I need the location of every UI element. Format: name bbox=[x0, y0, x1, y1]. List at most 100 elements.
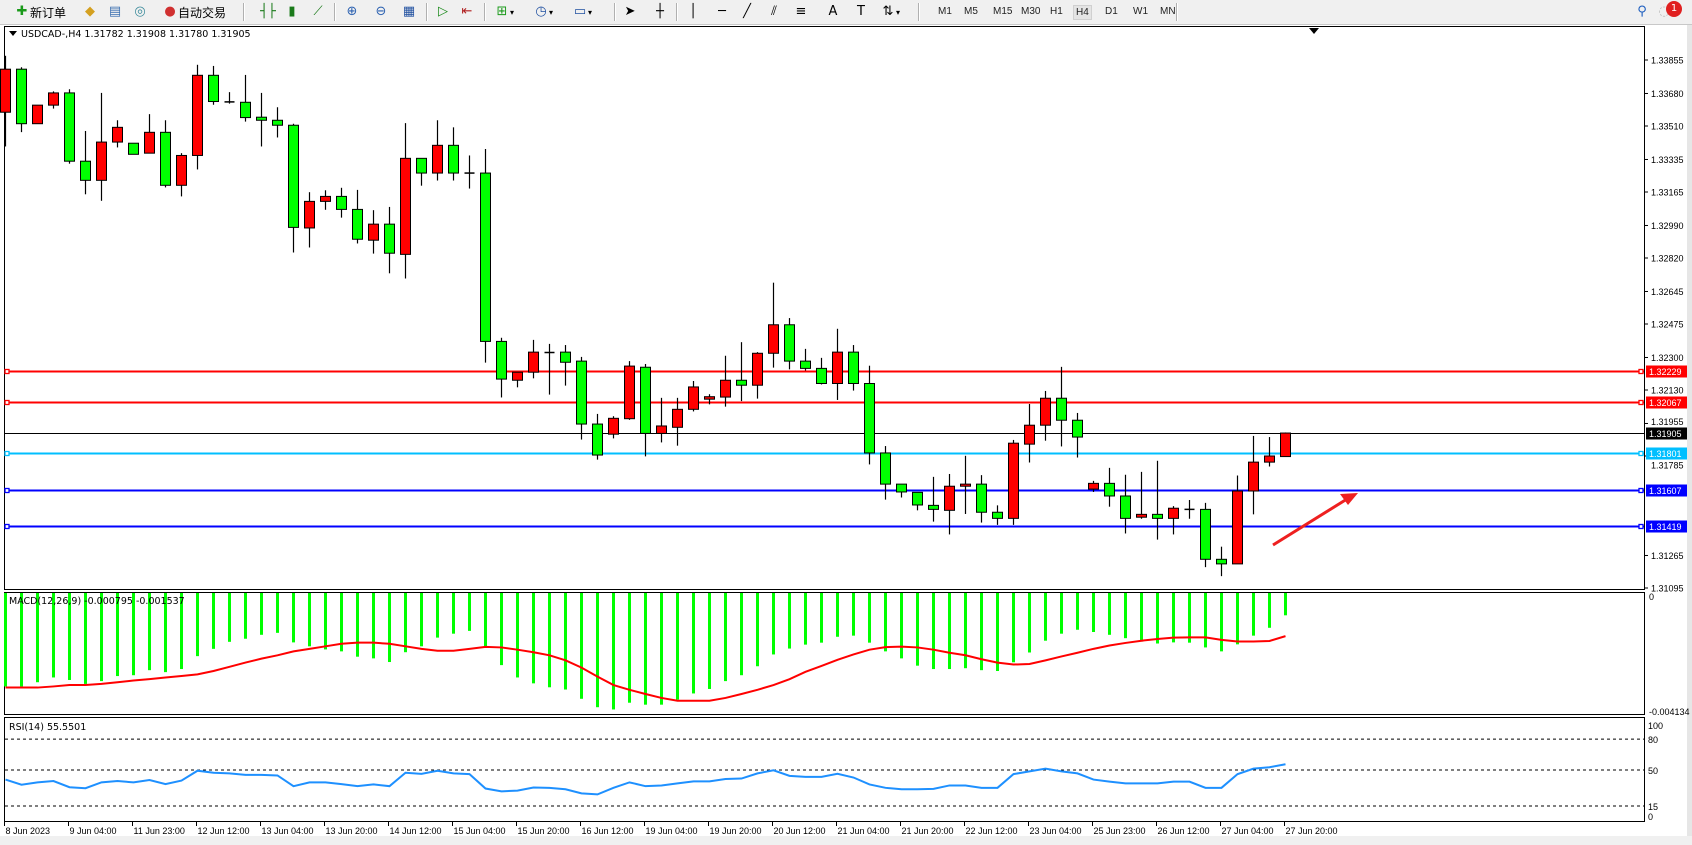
crosshair-button[interactable]: ┼ bbox=[652, 3, 668, 21]
market-watch-button[interactable]: ◆ bbox=[82, 3, 98, 21]
line-anchor-handle[interactable] bbox=[4, 523, 10, 530]
time-axis-label: 27 Jun 04:00 bbox=[1222, 826, 1274, 836]
time-axis-label: 21 Jun 20:00 bbox=[902, 826, 954, 836]
channel-button[interactable]: ⫽ bbox=[766, 3, 782, 21]
candle bbox=[1248, 435, 1259, 515]
candle bbox=[64, 89, 75, 164]
timeframe-mn[interactable]: MN bbox=[1160, 6, 1176, 17]
timeframe-h1[interactable]: H1 bbox=[1050, 6, 1063, 17]
line-anchor-handle[interactable] bbox=[1638, 399, 1644, 406]
line-chart-button[interactable]: ⟋ bbox=[310, 3, 326, 21]
macd-histogram-bar bbox=[692, 593, 695, 694]
candle bbox=[112, 120, 123, 148]
periods-button[interactable]: ◷ ▾ bbox=[533, 3, 553, 21]
line-anchor-handle[interactable] bbox=[4, 487, 10, 494]
dropdown-arrow-icon: ▾ bbox=[588, 7, 593, 17]
vertical-line-button[interactable]: │ bbox=[685, 3, 701, 21]
search-button[interactable]: ⚲ bbox=[1634, 3, 1650, 21]
timeframe-m1[interactable]: M1 bbox=[938, 6, 952, 17]
line-anchor-handle[interactable] bbox=[4, 399, 10, 406]
trendline-button[interactable]: ╱ bbox=[739, 3, 755, 21]
chart-shift-button[interactable]: ⇤ bbox=[459, 3, 475, 21]
candle-body bbox=[960, 483, 971, 487]
tile-windows-button[interactable]: ▦ bbox=[401, 3, 417, 21]
annotation-arrow[interactable] bbox=[1272, 493, 1358, 547]
candle bbox=[784, 318, 795, 370]
zoom-in-button[interactable]: ⊕ bbox=[344, 3, 360, 21]
macd-histogram-bar bbox=[148, 593, 151, 671]
candle-body bbox=[112, 126, 123, 143]
time-axis-label: 8 Jun 2023 bbox=[6, 826, 51, 836]
line-anchor-handle[interactable] bbox=[1638, 523, 1644, 530]
candle bbox=[496, 337, 507, 398]
candlestick-button[interactable]: ▮ bbox=[284, 3, 300, 21]
time-axis-label: 25 Jun 23:00 bbox=[1094, 826, 1146, 836]
candle-body bbox=[1216, 558, 1227, 565]
candle bbox=[480, 148, 491, 363]
chart-shift-marker[interactable] bbox=[1309, 28, 1319, 34]
price-axis-label: 1.31785 bbox=[1651, 461, 1684, 471]
cursor-button[interactable]: ➤ bbox=[622, 3, 638, 21]
notifications-button[interactable]: ◌ bbox=[1656, 3, 1672, 21]
navigator-button[interactable]: ▤ bbox=[107, 3, 123, 21]
line-anchor-handle[interactable] bbox=[1638, 368, 1644, 375]
zoom-out-button[interactable]: ⊖ bbox=[373, 3, 389, 21]
candle bbox=[288, 123, 299, 253]
indicators-button[interactable]: ⊞ ▾ bbox=[494, 3, 514, 21]
symbol-menu-triangle[interactable] bbox=[9, 31, 17, 36]
horizontal-line-button[interactable]: ─ bbox=[714, 3, 730, 21]
dropdown-arrow-icon: ▾ bbox=[896, 7, 901, 17]
auto-trading-button[interactable]: ● 自动交易 bbox=[162, 3, 226, 21]
macd-histogram-bar bbox=[708, 593, 711, 689]
line-anchor-handle[interactable] bbox=[4, 450, 10, 457]
macd-histogram-bar bbox=[1268, 593, 1271, 628]
line-anchor-handle[interactable] bbox=[4, 368, 10, 375]
candle-body bbox=[624, 365, 635, 420]
candle bbox=[48, 91, 59, 109]
templates-icon: ▭ bbox=[573, 4, 587, 19]
timeframe-d1[interactable]: D1 bbox=[1105, 6, 1118, 17]
candle-body bbox=[208, 74, 219, 103]
timeframe-m5[interactable]: M5 bbox=[964, 6, 978, 17]
timeframe-m30[interactable]: M30 bbox=[1021, 6, 1041, 17]
status-strip bbox=[0, 836, 1692, 845]
macd-histogram-bar bbox=[884, 593, 887, 652]
fibonacci-button[interactable]: ≡ bbox=[793, 3, 809, 21]
candle bbox=[992, 505, 1003, 525]
line-anchor-handle[interactable] bbox=[1638, 487, 1644, 494]
timeframe-w1[interactable]: W1 bbox=[1133, 6, 1148, 17]
macd-histogram-bar bbox=[484, 593, 487, 647]
candle bbox=[448, 127, 459, 181]
text-label-button[interactable]: T bbox=[853, 3, 869, 21]
line-anchor-handle[interactable] bbox=[1638, 450, 1644, 457]
macd-histogram-bar bbox=[964, 593, 967, 669]
fibonacci-icon: ≡ bbox=[795, 4, 807, 19]
new-order-button[interactable]: ✚ 新订单 bbox=[14, 3, 66, 21]
macd-histogram-bar bbox=[1012, 593, 1015, 663]
text-button[interactable]: A bbox=[825, 3, 841, 21]
price-axis-label: 1.32130 bbox=[1651, 386, 1684, 396]
macd-histogram-bar bbox=[1092, 593, 1095, 633]
time-axis-label: 27 Jun 20:00 bbox=[1286, 826, 1338, 836]
trendline-icon: ╱ bbox=[743, 4, 751, 19]
macd-histogram-bar bbox=[308, 593, 311, 647]
shapes-button[interactable]: ⇅ ▾ bbox=[880, 3, 900, 21]
templates-button[interactable]: ▭ ▾ bbox=[572, 3, 592, 21]
candle-body bbox=[352, 208, 363, 240]
candle-body bbox=[1232, 490, 1243, 565]
price-label-box bbox=[1646, 484, 1687, 497]
timeframe-m15[interactable]: M15 bbox=[993, 6, 1013, 17]
auto-scroll-button[interactable]: ▷ bbox=[435, 3, 451, 21]
macd-histogram-bar bbox=[420, 593, 423, 647]
macd-histogram-bar bbox=[324, 593, 327, 650]
macd-histogram-bar bbox=[1204, 593, 1207, 648]
bar-chart-button[interactable]: ┤├ bbox=[260, 3, 276, 21]
timeframe-h4[interactable]: H4 bbox=[1073, 5, 1092, 20]
terminal-button[interactable]: ◎ bbox=[132, 3, 148, 21]
candle-body bbox=[128, 142, 139, 155]
candle-body bbox=[256, 116, 267, 121]
indicators-icon: ⊞ bbox=[496, 4, 508, 19]
candle bbox=[960, 455, 971, 514]
price-pane bbox=[4, 26, 1645, 590]
